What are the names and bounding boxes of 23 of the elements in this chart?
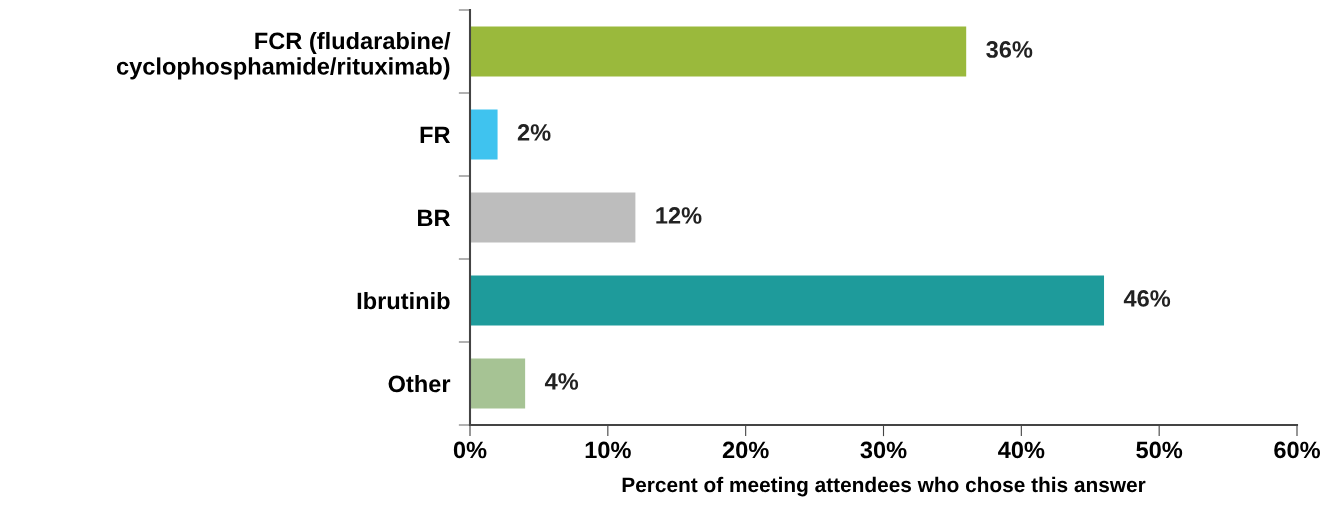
y-tick-label: BR bbox=[418, 209, 451, 227]
data-label: 12% bbox=[656, 207, 702, 224]
y-tick-label: FR bbox=[420, 126, 451, 144]
x-tick-label: 10% bbox=[585, 441, 631, 459]
bar bbox=[470, 358, 526, 409]
y-tick-label: Ibrutinib bbox=[357, 291, 450, 310]
data-label: 4% bbox=[544, 373, 579, 390]
x-tick-label: 40% bbox=[998, 441, 1045, 459]
x-tick-label: 0% bbox=[453, 441, 487, 459]
x-tick-label: 50% bbox=[1136, 441, 1183, 459]
bar bbox=[470, 192, 636, 243]
y-tick-label: FCR (fludarabine/ cyclophosphamide/rituximab) bbox=[116, 31, 451, 80]
data-label: 46% bbox=[1123, 290, 1171, 307]
data-label: 36% bbox=[986, 41, 1033, 58]
x-tick-label: 20% bbox=[722, 441, 769, 459]
bar bbox=[470, 275, 1105, 326]
bar bbox=[470, 26, 967, 77]
x-tick-label: 30% bbox=[860, 441, 907, 459]
x-tick-label: 60% bbox=[1274, 441, 1321, 459]
data-label: 2% bbox=[517, 124, 551, 141]
x-axis-title: Percent of meeting attendees who chose this answer bbox=[622, 476, 1146, 497]
y-tick-label: Other bbox=[388, 374, 451, 393]
bar bbox=[470, 109, 498, 160]
